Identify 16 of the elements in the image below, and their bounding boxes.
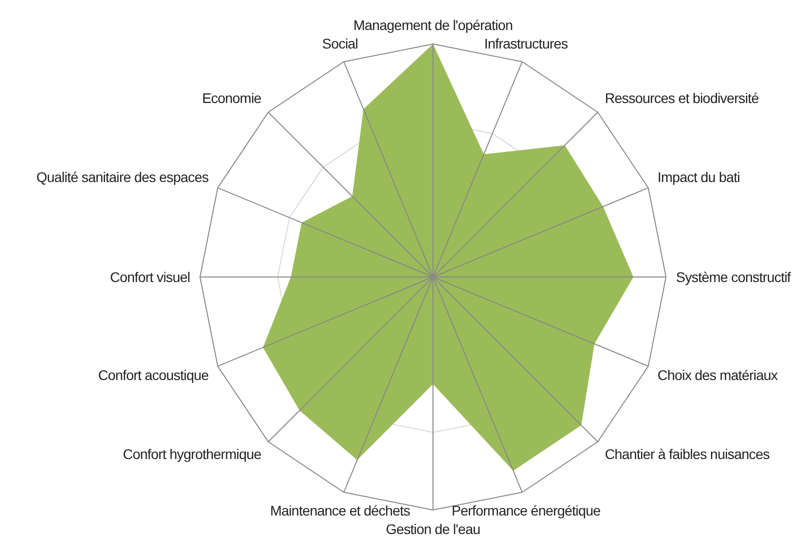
spoke-label: Confort acoustique bbox=[98, 366, 210, 383]
spoke-label: Maintenance et déchets bbox=[270, 502, 410, 519]
spoke-label: Impact du bati bbox=[658, 169, 740, 186]
spoke-label: Performance énergétique bbox=[452, 502, 601, 519]
spoke-label: Infrastructures bbox=[484, 35, 568, 52]
spoke-label: Chantier à faibles nuisances bbox=[604, 446, 770, 462]
spoke-label: Management de l'opération bbox=[353, 17, 513, 33]
spoke-label: Choix des matériaux bbox=[658, 366, 778, 383]
spoke-label: Système constructif bbox=[676, 269, 792, 285]
spoke-label: Confort hygrothermique bbox=[122, 446, 262, 462]
spoke-label: Ressources et biodiversité bbox=[604, 90, 760, 106]
spoke-label: Economie bbox=[202, 90, 262, 106]
spoke-label: Gestion de l'eau bbox=[386, 521, 480, 537]
spoke-label: Social bbox=[322, 35, 358, 52]
spoke-label: Confort visuel bbox=[110, 269, 190, 285]
spoke-label: Qualité sanitaire des espaces bbox=[36, 169, 209, 186]
